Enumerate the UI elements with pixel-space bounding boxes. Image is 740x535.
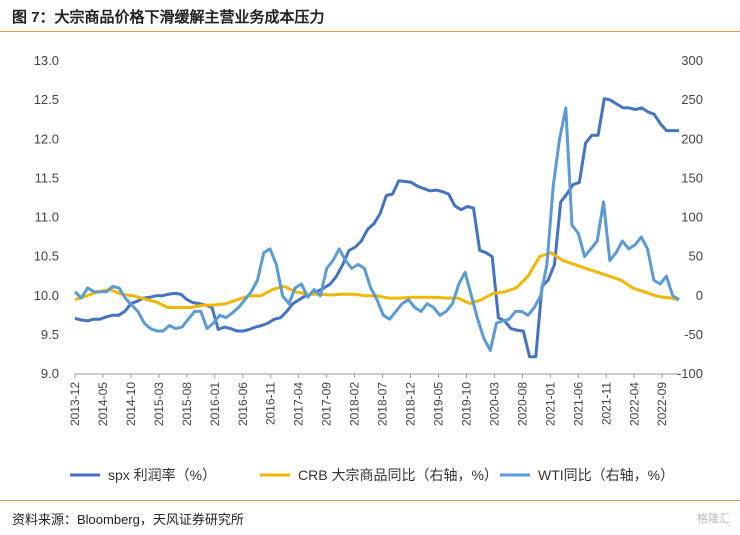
chart-axes: 9.0 9.5 10.0 10.5 11.0 11.5 12.0 12.5 13.0 -100 -5… [34, 53, 703, 381]
x-tick-label: 2014-10 [124, 382, 138, 426]
x-tick-label: 2022-04 [627, 382, 641, 426]
series-line-3 [73, 106, 680, 352]
x-tick-label: 2018-02 [348, 382, 362, 426]
legend-label-1: spx 利润率（%） [108, 467, 216, 483]
x-tick-label: 2016-01 [208, 382, 222, 426]
chart-legend: spx 利润率（%） CRB 大宗商品同比（右轴，%） WTI同比（右轴，%） [70, 467, 674, 483]
x-tick-label: 2019-10 [459, 382, 473, 426]
right-axis-tick: 200 [681, 131, 703, 146]
left-axis-tick: 13.0 [34, 53, 59, 68]
right-axis-tick: -100 [677, 366, 703, 381]
x-tick-label: 2017-09 [320, 382, 334, 426]
right-axis-tick: 250 [681, 92, 703, 107]
x-tick-label: 2015-03 [152, 382, 166, 426]
x-tick-label: 2016-06 [236, 382, 250, 426]
x-tick-label: 2021-11 [599, 382, 613, 425]
right-axis-tick: -50 [684, 327, 703, 342]
x-tick-label: 2016-11 [264, 382, 278, 425]
title-divider [0, 31, 740, 32]
x-tick-label: 2017-04 [292, 382, 306, 426]
legend-label-2: CRB 大宗商品同比（右轴，%） [298, 467, 498, 483]
watermark-logo: 格隆汇 [697, 513, 730, 525]
right-axis-tick: 0 [696, 288, 703, 303]
right-axis-tick: 50 [689, 249, 703, 264]
left-axis-tick: 11.5 [35, 170, 59, 185]
x-tick-label: 2020-03 [487, 382, 501, 426]
left-axis-tick: 9.0 [41, 366, 59, 381]
x-tick-label: 2013-12 [68, 382, 82, 426]
series-line-2 [74, 251, 680, 309]
source-note: 资料来源：Bloomberg，天风证券研究所 [12, 512, 244, 527]
x-tick-label: 2018-07 [376, 382, 390, 426]
x-tick-label: 2022-09 [655, 382, 669, 426]
x-axis-ticks: 2013-12 2014-05 2014-10 2015-03 2015-08 2016-… [68, 374, 669, 426]
left-axis-tick: 9.5 [41, 327, 59, 342]
x-tick-label: 2019-05 [432, 382, 446, 426]
right-axis-tick: 150 [681, 170, 703, 185]
series-line-1 [74, 97, 679, 359]
page-title: 图 7：大宗商品价格下滑缓解主营业务成本压力 [12, 9, 325, 26]
right-axis-tick: 300 [681, 53, 703, 68]
chart-series [73, 97, 680, 359]
x-tick-label: 2015-08 [180, 382, 194, 426]
legend-label-3: WTI同比（右轴，%） [538, 467, 674, 483]
x-tick-label: 2020-08 [515, 382, 529, 426]
chart: 9.0 9.5 10.0 10.5 11.0 11.5 12.0 12.5 13.0 -100 -5… [34, 53, 703, 483]
x-tick-label: 2021-06 [571, 382, 585, 426]
left-axis-tick: 10.0 [34, 288, 59, 303]
x-tick-label: 2014-05 [96, 382, 110, 426]
left-axis-tick: 12.0 [34, 131, 59, 146]
x-tick-label: 2018-12 [404, 382, 418, 426]
left-axis-tick: 11.0 [35, 210, 59, 225]
footer-divider [0, 500, 740, 501]
right-axis-tick: 100 [681, 210, 703, 225]
left-axis-tick: 10.5 [34, 249, 59, 264]
x-tick-label: 2021-01 [543, 382, 557, 426]
left-axis-tick: 12.5 [34, 92, 59, 107]
